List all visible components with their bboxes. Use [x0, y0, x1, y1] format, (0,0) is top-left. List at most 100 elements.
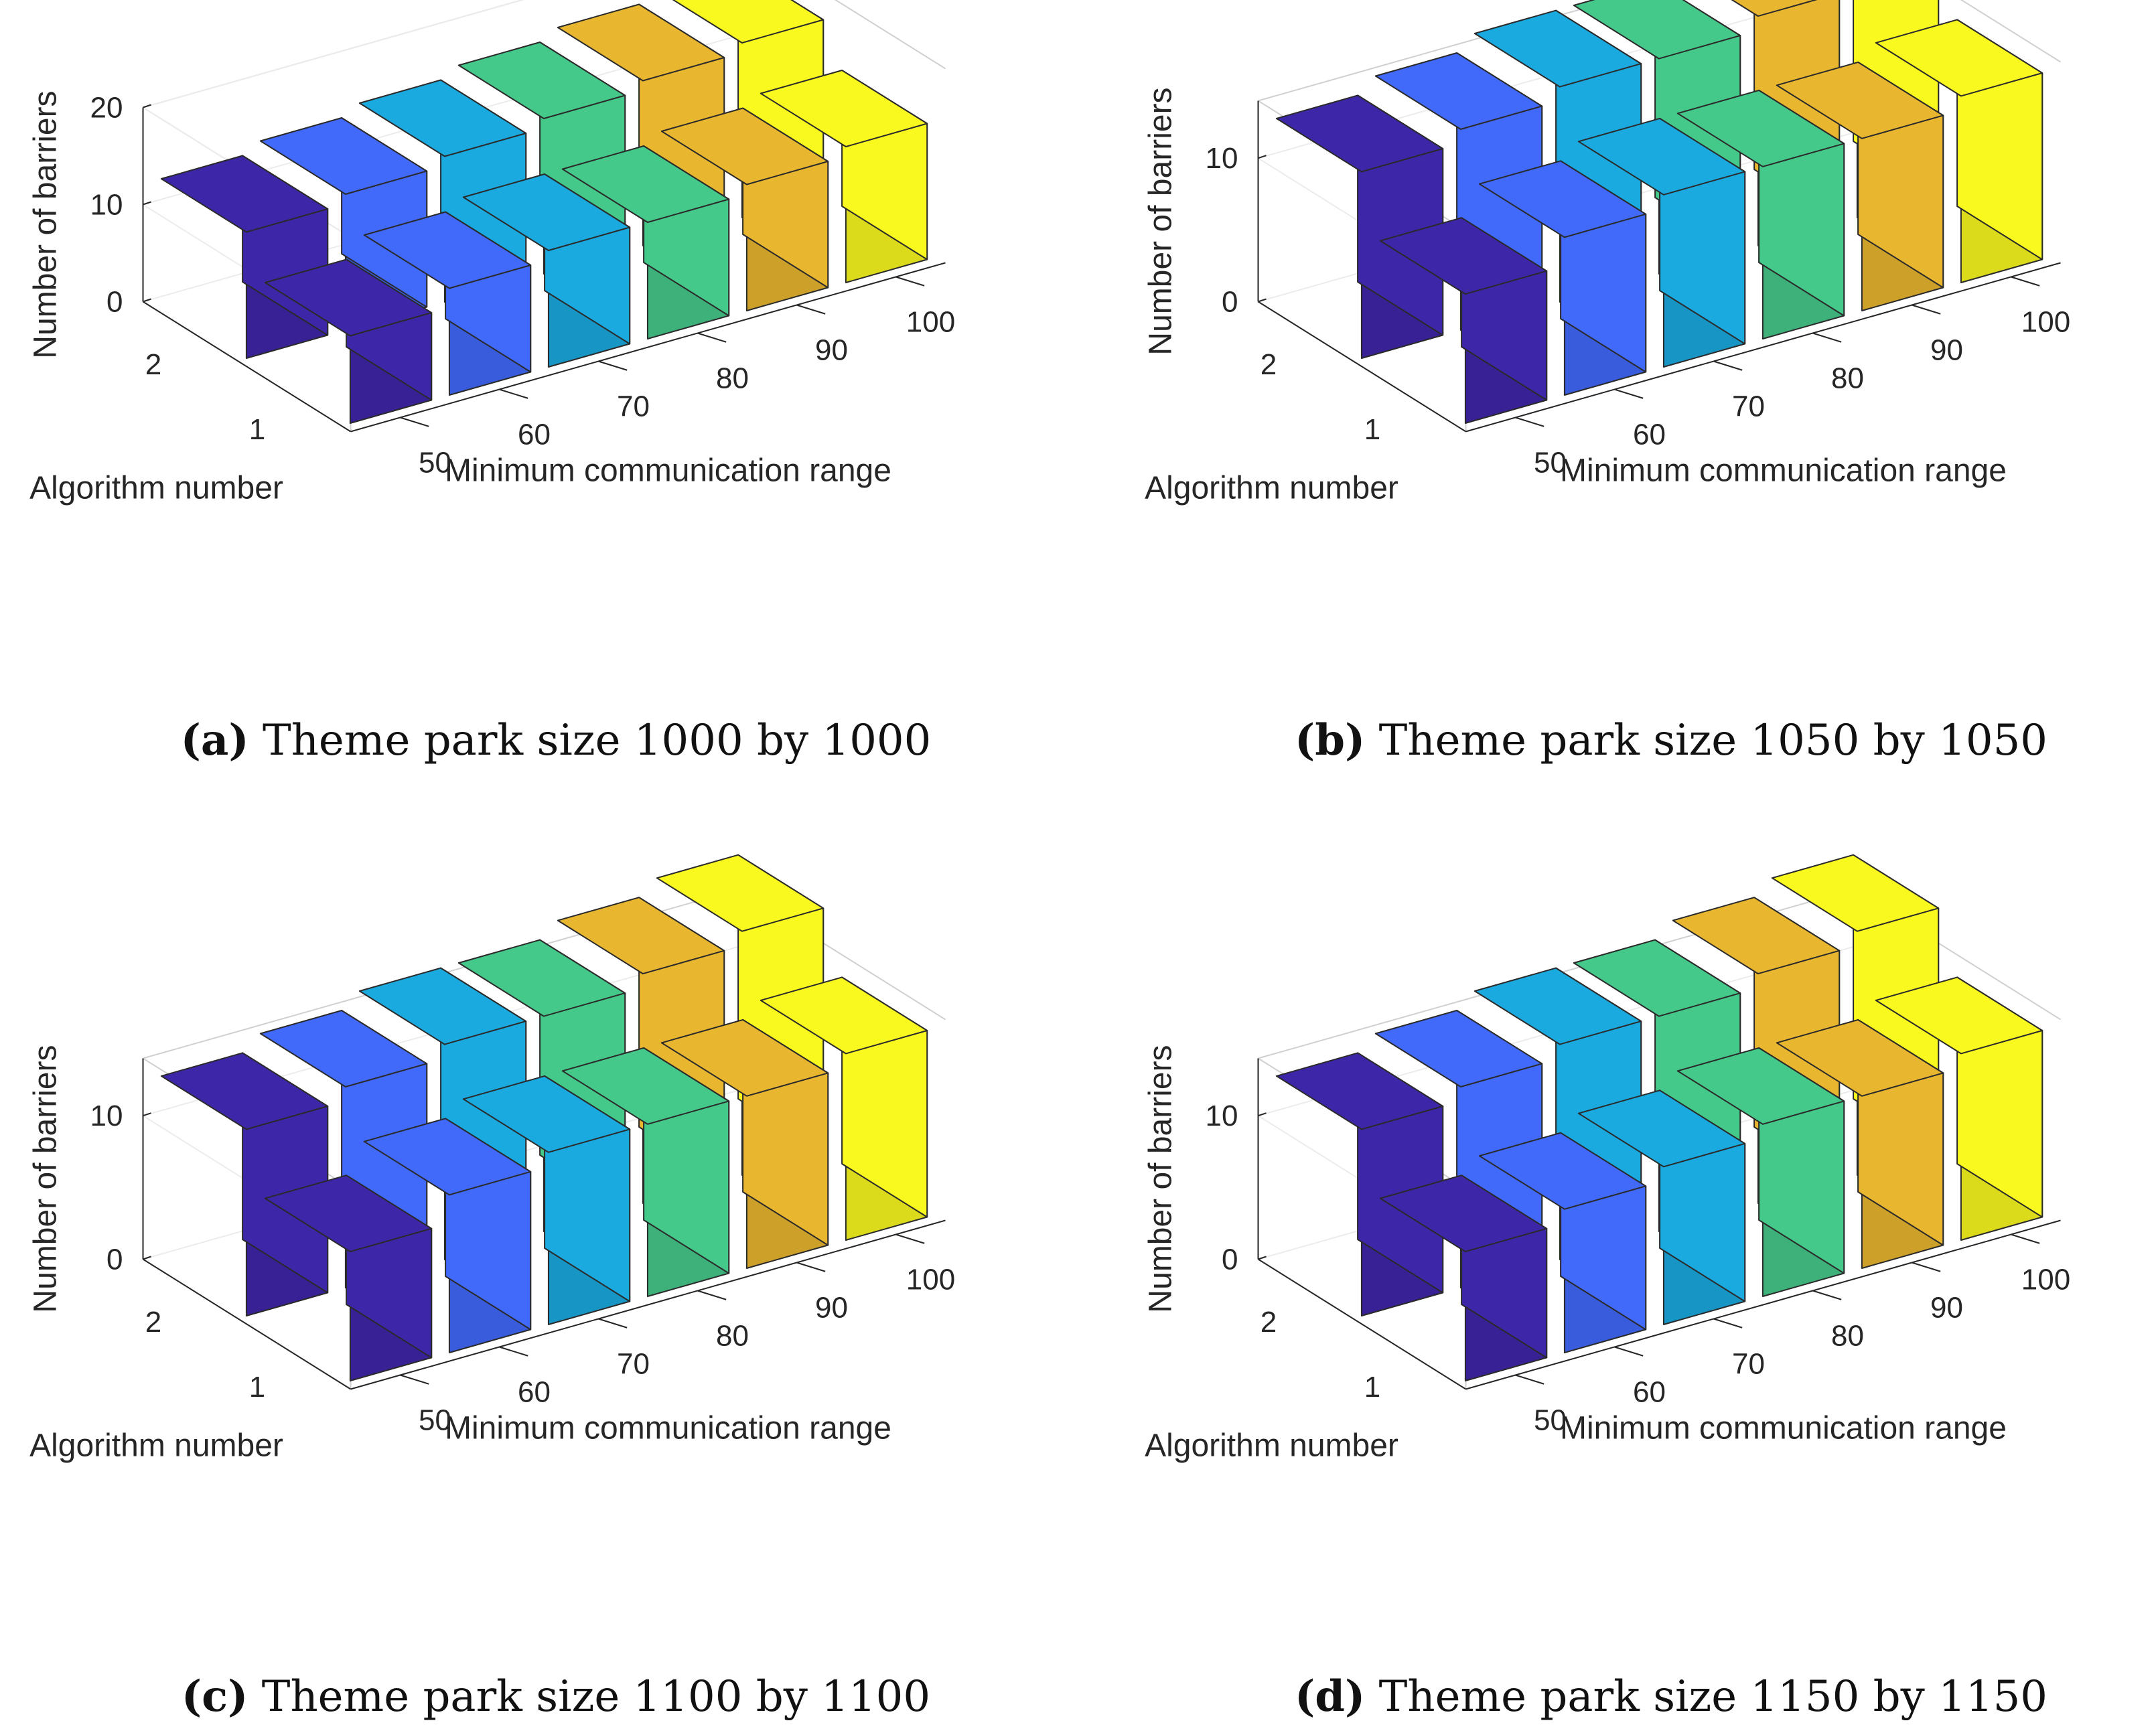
- bar-top-face: [358, 967, 527, 1045]
- y-tick-label: 2: [145, 1306, 161, 1339]
- bar-top-face: [561, 1047, 730, 1125]
- bar-top-face: [264, 1175, 433, 1253]
- bar-top-face: [264, 258, 433, 337]
- axes-labels-b: 50 60 70 80 90 100 1 20 10 Minimum communication …: [1143, 87, 2071, 506]
- x-tick-mark: [1515, 1374, 1544, 1385]
- bar-alg1-range80: [561, 145, 730, 340]
- bar-top-face: [660, 1019, 829, 1097]
- x-tick-mark: [1812, 1290, 1842, 1300]
- z-gridline: [143, 0, 524, 108]
- bar-top-face: [1676, 1047, 1845, 1125]
- y-axis-line: [142, 1258, 352, 1390]
- bar-top-face: [656, 854, 824, 932]
- z-tick-label: 10: [90, 189, 123, 222]
- x-tick-mark: [1614, 1346, 1644, 1357]
- x-tick-label: 50: [1534, 1404, 1567, 1437]
- bar-alg1-range80: [1676, 89, 1845, 340]
- bar-top-face: [557, 897, 725, 975]
- x-tick-label: 100: [906, 306, 955, 339]
- x-tick-mark: [2011, 1233, 2040, 1244]
- z-tick-mark: [143, 298, 151, 303]
- bar-top-face: [1573, 939, 1741, 1017]
- caption-letter-b: (b): [1295, 715, 1366, 765]
- z-tick-label: 0: [1222, 1243, 1238, 1276]
- bar-top-face: [1275, 94, 1444, 173]
- bar-alg1-range100: [760, 976, 928, 1241]
- bar-alg2-range50: [1275, 94, 1444, 359]
- axes-labels-a: 50 60 70 80 90 100 1 20 10 20 Minimum communicatio…: [28, 90, 956, 506]
- caption-letter-d: (d): [1295, 1671, 1366, 1722]
- z-tick-mark: [143, 1256, 151, 1260]
- y-tick-label: 2: [145, 348, 161, 381]
- x-tick-label: 70: [1732, 390, 1765, 423]
- bar-alg1-range70: [462, 173, 631, 368]
- bar-top-face: [1731, 0, 1818, 17]
- z-tick-mark: [143, 1112, 151, 1117]
- y-axis-label: Algorithm number: [29, 471, 283, 506]
- x-tick-label: 90: [815, 1292, 848, 1325]
- y-tick-label: 2: [1261, 348, 1277, 381]
- bar-top-face: [660, 107, 829, 185]
- caption-text-a: Theme park size 1000 by 1000: [263, 716, 932, 765]
- z-tick-mark: [143, 201, 151, 206]
- bar-alg1-range50: [1379, 1175, 1548, 1381]
- x-tick-label: 100: [2021, 1264, 2070, 1296]
- x-tick-label: 80: [1831, 1320, 1864, 1353]
- x-axis-line: [350, 262, 946, 433]
- bar-alg1-range90: [1776, 61, 1944, 311]
- bar-top-face: [1374, 1010, 1543, 1087]
- z-tick-mark: [1258, 298, 1267, 303]
- bar-alg1-range60: [1478, 1132, 1647, 1353]
- z-tick-label: 10: [1206, 142, 1238, 175]
- x-axis-line: [1465, 262, 2061, 433]
- x-tick-label: 80: [716, 362, 749, 395]
- caption-letter-a: (a): [180, 715, 249, 765]
- z-tick-label: 20: [90, 92, 123, 125]
- z-tick-mark: [143, 104, 151, 108]
- x-tick-label: 80: [1831, 362, 1864, 395]
- z-axis-label: Number of barriers: [1143, 87, 1179, 355]
- x-tick-label: 50: [419, 447, 451, 479]
- x-tick-mark: [1713, 360, 1743, 371]
- bar-top-face: [1474, 967, 1642, 1045]
- bar-top-face: [1374, 52, 1543, 130]
- bar-top-face: [457, 42, 626, 119]
- x-tick-mark: [1713, 1318, 1743, 1329]
- bar-alg1-range50: [264, 258, 433, 424]
- x-tick-mark: [400, 417, 429, 427]
- bar-alg1-range90: [1776, 1019, 1944, 1269]
- y-axis-label: Algorithm number: [29, 1428, 283, 1464]
- bar-top-face: [1875, 19, 2043, 97]
- bar-alg1-range50: [1379, 217, 1548, 424]
- z-axis-label: Number of barriers: [28, 90, 64, 358]
- caption-b: (b) Theme park size 1050 by 1050: [1295, 715, 2047, 765]
- bar-alg1-range60: [1478, 160, 1647, 396]
- box-edge: [834, 0, 946, 70]
- x-tick-mark: [1614, 388, 1644, 399]
- x-tick-mark: [499, 388, 528, 399]
- bar-top-face: [760, 70, 928, 147]
- bar-alg1-range60: [363, 211, 532, 396]
- bar-alg1-range100: [760, 70, 928, 283]
- bar-top-face: [1275, 1052, 1444, 1130]
- bar-alg1-range90: [660, 1019, 829, 1269]
- x-axis-label: Minimum communication range: [1560, 453, 2007, 489]
- bar-top-face: [160, 155, 329, 233]
- x-tick-mark: [598, 360, 628, 371]
- bar-alg1-range100: [1875, 976, 2043, 1241]
- bar-top-face: [1577, 1089, 1746, 1168]
- x-tick-label: 60: [1633, 1376, 1666, 1409]
- z-tick-mark: [1258, 1256, 1267, 1260]
- x-tick-label: 80: [716, 1320, 749, 1353]
- x-tick-mark: [1812, 332, 1842, 343]
- y-axis-label: Algorithm number: [1145, 1428, 1398, 1464]
- x-tick-mark: [895, 1233, 925, 1244]
- x-tick-label: 90: [815, 334, 848, 367]
- bar-top-face: [1776, 1019, 1944, 1097]
- bar-top-face: [760, 976, 928, 1055]
- z-tick-label: 10: [90, 1100, 123, 1132]
- bar-top-face: [457, 939, 626, 1017]
